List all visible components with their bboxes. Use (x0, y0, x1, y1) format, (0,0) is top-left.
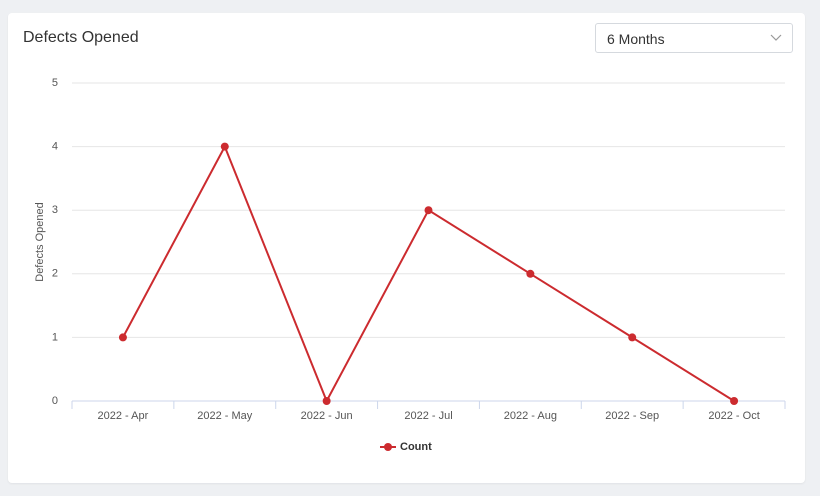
x-tick-label: 2022 - May (197, 410, 253, 422)
data-point (118, 333, 127, 342)
x-tick-label: 2022 - Sep (605, 410, 659, 422)
data-point (628, 333, 637, 342)
chevron (770, 34, 782, 41)
card: Defects Opened 6 Months (8, 13, 805, 483)
y-tick-label: 5 (52, 77, 58, 89)
card-title: Defects Opened (23, 29, 139, 46)
legend-label: Count (400, 441, 432, 453)
x-tick-label: 2022 - Aug (504, 410, 557, 422)
y-tick-label: 1 (52, 331, 58, 343)
dropdown-value: 6 Months (607, 31, 665, 47)
y-axis-label: Defects Opened (34, 202, 46, 282)
y-tick-label: 3 (52, 204, 58, 216)
x-tick-label: 2022 - Jun (301, 410, 353, 422)
data-point (220, 142, 229, 151)
data-point (424, 206, 433, 215)
y-tick-label: 4 (52, 141, 58, 153)
legend-marker (384, 443, 392, 451)
x-tick-label: 2022 - Oct (708, 410, 759, 422)
data-point (730, 397, 739, 405)
y-tick-label: 0 (52, 395, 58, 407)
data-point (526, 269, 535, 278)
x-tick-label: 2022 - Apr (98, 410, 149, 422)
x-tick-label: 2022 - Jul (404, 410, 452, 422)
data-point (322, 397, 331, 405)
y-tick-label: 2 (52, 268, 58, 280)
range-dropdown[interactable]: 6 Months (595, 23, 793, 53)
